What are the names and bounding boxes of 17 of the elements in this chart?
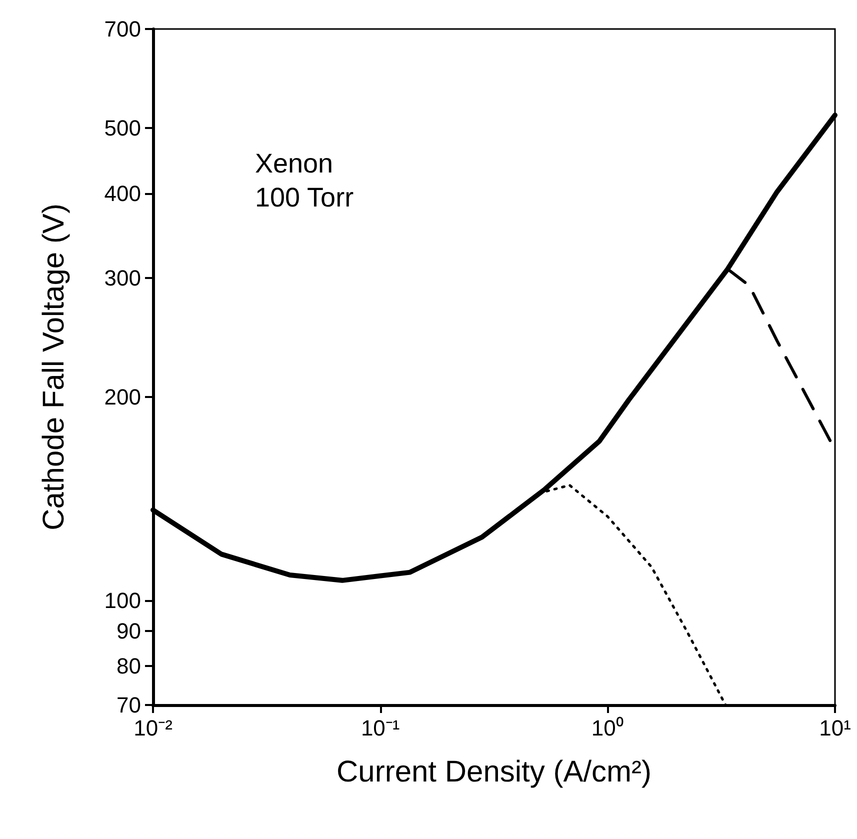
y-axis-title: Cathode Fall Voltage (V) bbox=[38, 204, 70, 530]
x-axis-title: Current Density (A/cm²) bbox=[336, 756, 652, 788]
y-tick-label: 500 bbox=[104, 115, 141, 140]
x-tick-label: 10¹ bbox=[819, 716, 851, 740]
y-tick-label: 300 bbox=[104, 265, 141, 290]
y-tick-label: 100 bbox=[104, 588, 141, 613]
annotation: Xenon bbox=[255, 148, 334, 178]
x-tick-label: 10⁻¹ bbox=[360, 716, 400, 740]
y-tick-label: 70 bbox=[116, 692, 141, 718]
x-tick-label: 10⁻² bbox=[134, 716, 172, 740]
y-tick-label: 200 bbox=[104, 384, 141, 410]
y-tick-label: 80 bbox=[116, 653, 141, 678]
y-tick-label: 700 bbox=[104, 16, 141, 42]
annotation: 100 Torr bbox=[255, 182, 354, 212]
x-tick-label: 10⁰ bbox=[591, 716, 624, 740]
y-tick-label: 400 bbox=[104, 180, 141, 206]
y-tick-label: 90 bbox=[116, 618, 141, 644]
